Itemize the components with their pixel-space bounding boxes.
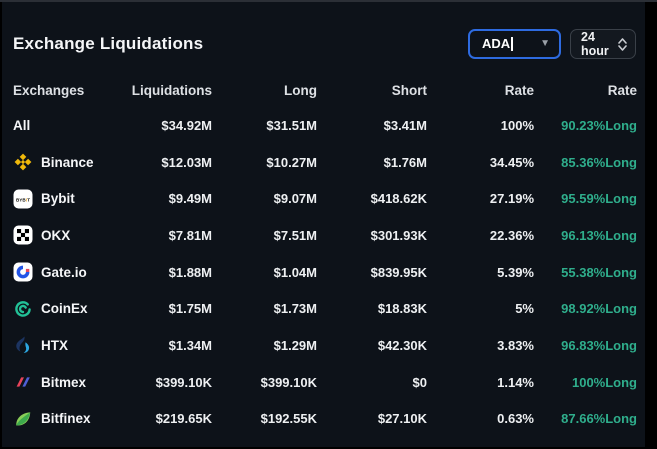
long-value: $1.73M [273, 301, 317, 317]
panel-header: Exchange Liquidations ADA ▼ 24 hour [2, 2, 645, 64]
table-row: Bitmex $399.10K $399.10K $0 1.14% 100%Lo… [2, 364, 645, 401]
col-header-long-rate: Rate [607, 83, 637, 98]
bitfinex-icon [13, 409, 33, 429]
exchange-name: CoinEx [41, 301, 88, 317]
page-title: Exchange Liquidations [13, 34, 204, 53]
long-value: $1.29M [273, 337, 317, 353]
rate-value: 100% [500, 117, 534, 133]
liquidations-value: $34.92M [161, 117, 212, 133]
table-row: HTX $1.34M $1.29M $42.30K 3.83% 96.83%Lo… [2, 327, 645, 364]
chevron-down-icon[interactable]: ▼ [540, 38, 550, 49]
long-rate-value: 87.66%Long [561, 411, 637, 427]
svg-text:BYB!T: BYB!T [16, 197, 30, 202]
liquidations-value: $219.65K [155, 411, 212, 427]
table-row: Bitfinex $219.65K $192.55K $27.10K 0.63%… [2, 401, 645, 438]
symbol-input[interactable]: ADA ▼ [468, 29, 561, 59]
table-body: All $34.92M $31.51M $3.41M 100% 90.23%Lo… [2, 107, 645, 437]
bybit-icon: BYB!T [13, 189, 33, 209]
long-value: $9.07M [273, 191, 317, 207]
table-row: OKX $7.81M $7.51M $301.93K 22.36% 96.13%… [2, 217, 645, 254]
window-top-border [0, 0, 657, 2]
liquidations-value: $9.49M [168, 191, 212, 207]
liquidations-value: $12.03M [161, 154, 212, 170]
coinex-icon [13, 299, 33, 319]
col-header-rate: Rate [504, 83, 534, 98]
short-value: $839.95K [370, 264, 427, 280]
short-value: $18.83K [377, 301, 427, 317]
rate-value: 27.19% [489, 191, 534, 207]
long-rate-value: 85.36%Long [561, 154, 637, 170]
long-value: $7.51M [273, 227, 317, 243]
long-rate-value: 100%Long [571, 374, 637, 390]
table-row: Binance $12.03M $10.27M $1.76M 34.45% 85… [2, 144, 645, 181]
col-header-short: Short [391, 83, 427, 98]
short-value: $27.10K [377, 411, 427, 427]
liquidations-table: Exchanges Liquidations Long Short Rate R… [2, 74, 645, 437]
long-value: $192.55K [260, 411, 317, 427]
long-value: $1.04M [273, 264, 317, 280]
table-header-row: Exchanges Liquidations Long Short Rate R… [2, 74, 645, 107]
exchange-name: All [13, 117, 31, 133]
table-row: CoinEx $1.75M $1.73M $18.83K 5% 98.92%Lo… [2, 290, 645, 327]
liquidations-value: $399.10K [155, 374, 212, 390]
long-rate-value: 98.92%Long [561, 301, 637, 317]
rate-value: 0.63% [497, 411, 534, 427]
long-rate-value: 55.38%Long [561, 264, 637, 280]
short-value: $42.30K [377, 337, 427, 353]
long-rate-value: 96.13%Long [561, 227, 637, 243]
col-header-exchanges: Exchanges [13, 83, 85, 98]
exchange-name: Bybit [41, 191, 75, 207]
liquidations-value: $7.81M [168, 227, 212, 243]
long-value: $31.51M [266, 117, 317, 133]
exchange-name: OKX [41, 227, 71, 243]
col-header-liquidations: Liquidations [131, 83, 212, 98]
table-row: BYB!T Bybit $9.49M $9.07M $418.62K 27.19… [2, 180, 645, 217]
short-value: $3.41M [383, 117, 427, 133]
exchange-name: Binance [41, 154, 94, 170]
exchange-liquidations-panel: Exchange Liquidations ADA ▼ 24 hour Exch… [2, 2, 645, 447]
exchange-name: Gate.io [41, 264, 87, 280]
short-value: $418.62K [370, 191, 427, 207]
okx-icon [13, 225, 33, 245]
col-header-long: Long [284, 83, 317, 98]
long-value: $399.10K [260, 374, 317, 390]
binance-icon [13, 152, 33, 172]
rate-value: 5% [515, 301, 534, 317]
time-range-value[interactable]: 24 hour [581, 30, 609, 58]
exchange-name: Bitfinex [41, 411, 91, 427]
long-rate-value: 90.23%Long [561, 117, 637, 133]
gateio-icon [13, 262, 33, 282]
header-controls: ADA ▼ 24 hour [468, 29, 636, 59]
text-cursor [511, 37, 514, 51]
short-value: $1.76M [383, 154, 427, 170]
rate-value: 34.45% [489, 154, 534, 170]
htx-icon [13, 335, 33, 355]
long-rate-value: 96.83%Long [561, 337, 637, 353]
long-rate-value: 95.59%Long [561, 191, 637, 207]
liquidations-value: $1.75M [168, 301, 212, 317]
short-value: $301.93K [370, 227, 427, 243]
liquidations-value: $1.34M [168, 337, 212, 353]
bitmex-icon [13, 372, 33, 392]
rate-value: 5.39% [497, 264, 534, 280]
exchange-name: HTX [41, 337, 68, 353]
spinner-updown-icon[interactable] [618, 37, 627, 51]
time-range-select[interactable]: 24 hour [570, 29, 636, 59]
short-value: $0 [412, 374, 427, 390]
exchange-name: Bitmex [41, 374, 87, 390]
rate-value: 22.36% [489, 227, 534, 243]
liquidations-value: $1.88M [168, 264, 212, 280]
long-value: $10.27M [266, 154, 317, 170]
rate-value: 3.83% [497, 337, 534, 353]
table-row: Gate.io $1.88M $1.04M $839.95K 5.39% 55.… [2, 254, 645, 291]
rate-value: 1.14% [497, 374, 534, 390]
table-row: All $34.92M $31.51M $3.41M 100% 90.23%Lo… [2, 107, 645, 144]
symbol-input-value[interactable]: ADA [482, 36, 511, 51]
